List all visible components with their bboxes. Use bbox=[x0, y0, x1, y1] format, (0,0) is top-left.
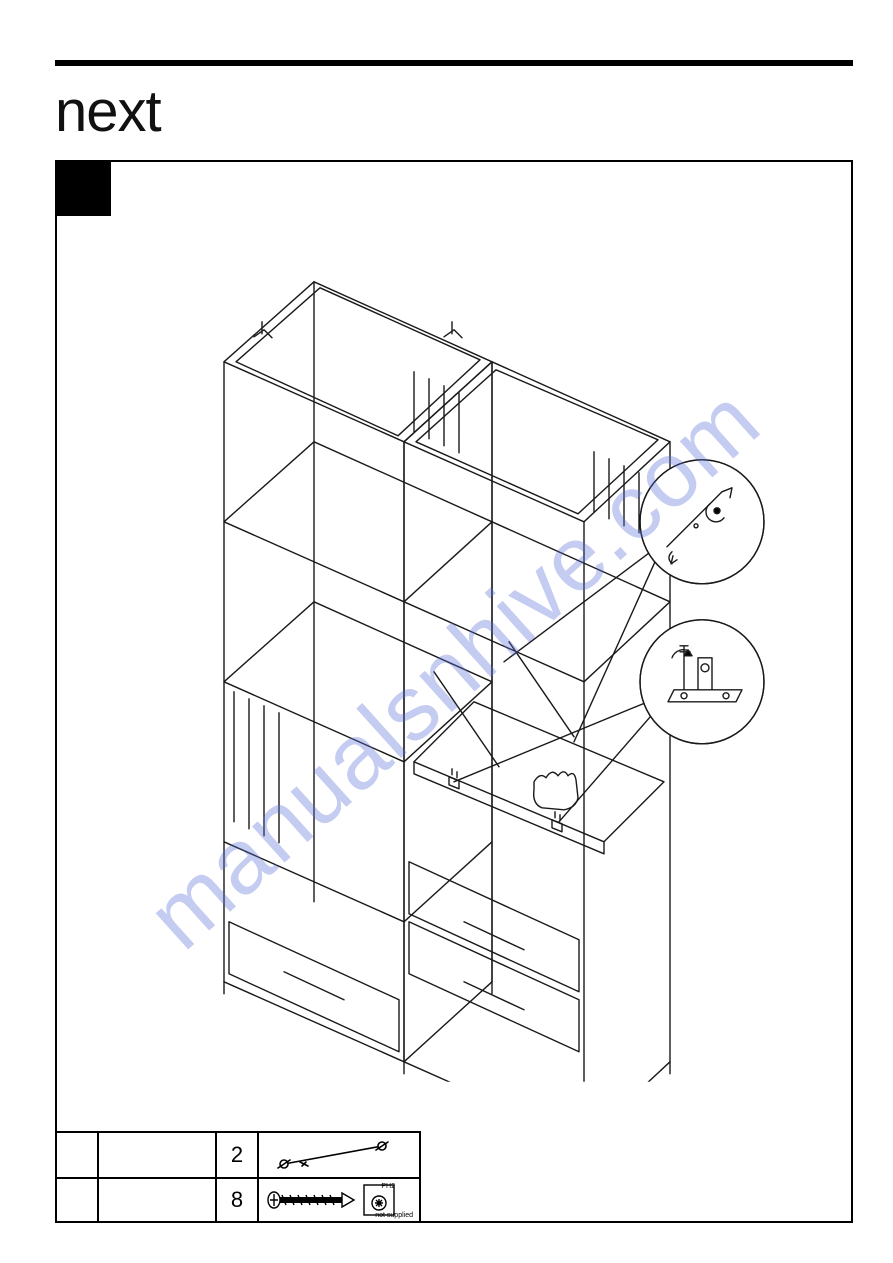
part-id-cell bbox=[57, 1179, 99, 1221]
part-qty-cell: 2 bbox=[217, 1133, 259, 1177]
parts-row: 8 bbox=[57, 1177, 419, 1221]
brand-logo: next bbox=[55, 78, 161, 145]
assembly-diagram: manualsnhive.com bbox=[57, 216, 851, 1121]
manual-page: next bbox=[0, 0, 893, 1263]
ph2-label: PH2 bbox=[381, 1183, 395, 1190]
page-frame: manualsnhive.com 2 bbox=[55, 160, 853, 1223]
header-rule bbox=[55, 60, 853, 66]
parts-table: 2 8 bbox=[57, 1131, 421, 1221]
part-icon-cell bbox=[259, 1133, 419, 1177]
part-qty-cell: 8 bbox=[217, 1179, 259, 1221]
part-id-cell bbox=[57, 1133, 99, 1177]
part-desc-cell bbox=[99, 1179, 217, 1221]
stay-bar-icon bbox=[264, 1136, 414, 1174]
not-supplied-label: not supplied bbox=[375, 1212, 413, 1219]
shelving-unit-illustration bbox=[104, 221, 804, 1081]
part-icon-cell: PH2 not supplied bbox=[259, 1179, 419, 1221]
part-desc-cell bbox=[99, 1133, 217, 1177]
parts-row: 2 bbox=[57, 1133, 419, 1177]
step-number-box bbox=[57, 162, 111, 216]
